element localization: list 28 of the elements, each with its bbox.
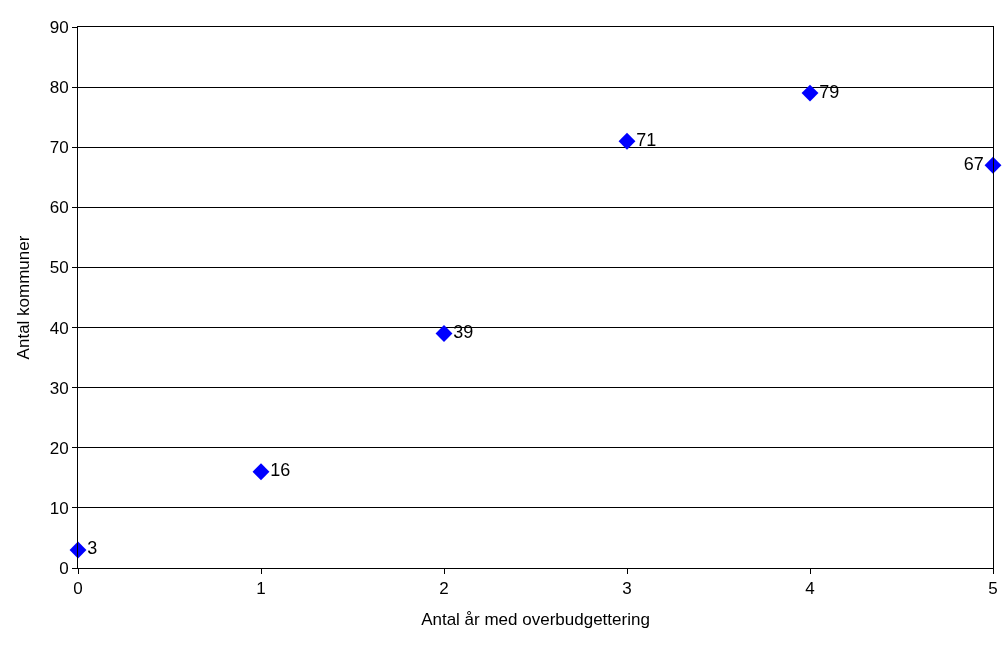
x-tick-label: 3 bbox=[622, 579, 632, 599]
data-label: 16 bbox=[270, 460, 291, 481]
point bbox=[69, 541, 87, 559]
point bbox=[801, 84, 819, 102]
data-label: 67 bbox=[963, 153, 984, 174]
data-label: 71 bbox=[636, 129, 657, 150]
x-tick-label: 0 bbox=[73, 579, 83, 599]
y-tick-label: 0 bbox=[59, 558, 69, 578]
y-tick-label: 20 bbox=[49, 438, 69, 458]
point bbox=[435, 325, 453, 343]
x-axis-title: Antal år med overbudgettering bbox=[421, 609, 650, 629]
y-tick-label: 10 bbox=[49, 498, 69, 518]
data-label: 3 bbox=[87, 538, 98, 559]
y-tick-label: 80 bbox=[49, 78, 69, 98]
point bbox=[252, 463, 270, 481]
y-tick-label: 60 bbox=[49, 198, 69, 218]
x-tick-label: 2 bbox=[439, 579, 449, 599]
x-tick-label: 4 bbox=[805, 579, 815, 599]
point bbox=[984, 156, 1002, 174]
x-tick-label: 1 bbox=[256, 579, 266, 599]
y-axis-title: Antal kommuner bbox=[14, 235, 34, 360]
y-tick-label: 90 bbox=[49, 17, 69, 37]
point bbox=[618, 132, 636, 150]
y-tick-label: 50 bbox=[49, 258, 69, 278]
y-tick-label: 70 bbox=[49, 138, 69, 158]
y-tick-label: 30 bbox=[49, 378, 69, 398]
x-tick-label: 5 bbox=[988, 579, 998, 599]
y-tick-label: 40 bbox=[49, 318, 69, 338]
